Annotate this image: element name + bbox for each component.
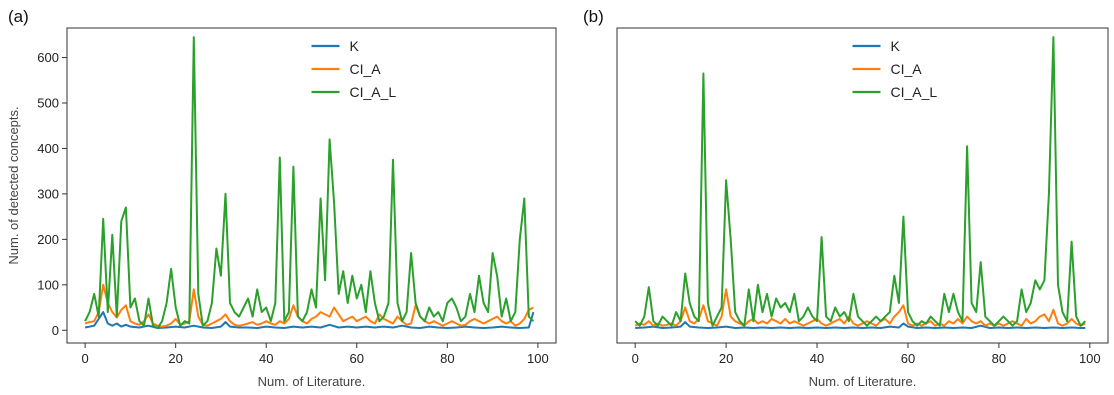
x-tick-label: 40 — [259, 351, 273, 366]
x-tick-label: 0 — [81, 351, 88, 366]
plot-frame — [66, 27, 557, 344]
x-tick-label: 20 — [719, 351, 733, 366]
x-tick-label: 80 — [440, 351, 454, 366]
series-line-ci-a-l — [84, 36, 535, 329]
x-tick-label: 60 — [901, 351, 915, 366]
x-tick-label: 20 — [168, 351, 182, 366]
series-line-k — [635, 321, 1086, 329]
chart-panel-1: (a) 0 20 40 60 80 100 0 100 200 300 400 500 600 Num. o… — [6, 7, 557, 389]
panel-label: (a) — [8, 7, 29, 26]
legend-label: CI_A — [350, 61, 382, 77]
y-tick-label: 400 — [37, 141, 59, 156]
y-tick-label: 300 — [37, 186, 59, 201]
legend-label: CI_A — [891, 61, 923, 77]
y-tick-label: 100 — [37, 277, 59, 292]
x-axis-label: Num. of Literature. — [258, 374, 366, 389]
plot-frame — [616, 27, 1109, 344]
y-tick-label: 0 — [52, 323, 59, 338]
x-axis-label: Num. of Literature. — [809, 374, 917, 389]
y-axis-label: Num. of detected concepts. — [6, 106, 21, 264]
y-tick-label: 500 — [37, 96, 59, 111]
series-line-k — [84, 311, 535, 329]
x-tick-label: 100 — [527, 351, 549, 366]
x-tick-label: 40 — [810, 351, 824, 366]
x-tick-label: 100 — [1079, 351, 1101, 366]
x-tick-label: 80 — [992, 351, 1006, 366]
legend-label: K — [891, 38, 901, 54]
panel-label: (b) — [583, 7, 604, 26]
x-tick-label: 0 — [632, 351, 639, 366]
y-tick-label: 600 — [37, 50, 59, 65]
y-tick-label: 200 — [37, 232, 59, 247]
x-tick-label: 60 — [350, 351, 364, 366]
legend-label: CI_A_L — [891, 84, 938, 100]
chart-panel-2: (b) 0 20 40 60 80 100 Num. of Literature. K CI_A C… — [583, 7, 1109, 389]
series-line-ci-a-l — [634, 36, 1086, 327]
legend-label: K — [350, 38, 360, 54]
legend-label: CI_A_L — [350, 84, 397, 100]
